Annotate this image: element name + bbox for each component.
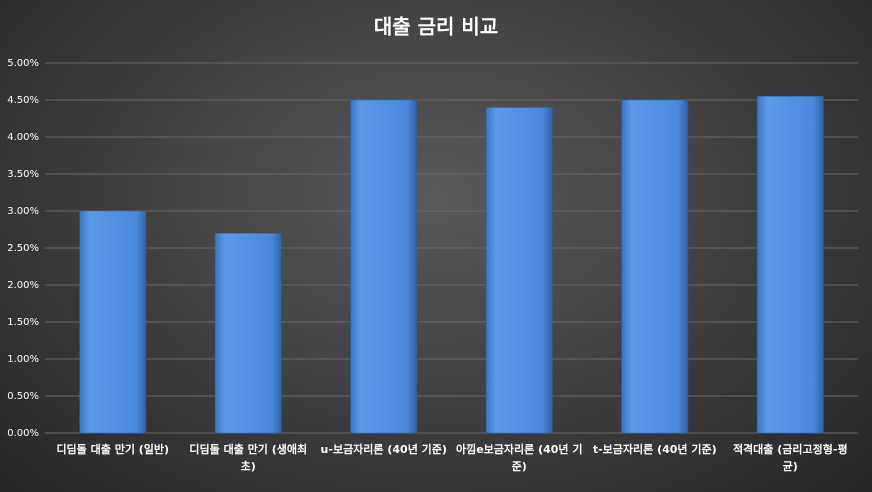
bar (79, 210, 147, 434)
x-tick-label: 디딤돌 대출 만기 (일반) (56, 443, 170, 456)
bar (621, 99, 689, 434)
x-tick-label: u-보금자리론 (40년 기준) (320, 443, 447, 456)
chart-title: 대출 금리 비교 (374, 15, 498, 39)
bar (485, 107, 553, 434)
x-tick-label: 적격대출 (금리고정형-평균) (732, 443, 848, 473)
x-tick-label: 디딤돌 대출 만기 (생애최초) (189, 443, 308, 473)
y-tick-label: 3.50% (7, 169, 39, 180)
x-tick-label: t-보금자리론 (40년 기준) (592, 443, 717, 456)
y-tick-label: 2.50% (7, 243, 39, 254)
bar (350, 99, 418, 434)
y-tick-label: 5.00% (7, 58, 39, 69)
y-tick-label: 2.00% (7, 280, 39, 291)
y-tick-label: 0.00% (7, 428, 39, 439)
bar (214, 232, 282, 434)
y-tick-label: 0.50% (7, 391, 39, 402)
y-tick-label: 4.00% (7, 132, 39, 143)
y-tick-label: 3.00% (7, 206, 39, 217)
y-tick-label: 4.50% (7, 95, 39, 106)
y-tick-label: 1.00% (7, 354, 39, 365)
bar (756, 96, 824, 434)
x-tick-label: 아낌e보금자리론 (40년 기준) (455, 443, 583, 473)
y-tick-label: 1.50% (7, 317, 39, 328)
